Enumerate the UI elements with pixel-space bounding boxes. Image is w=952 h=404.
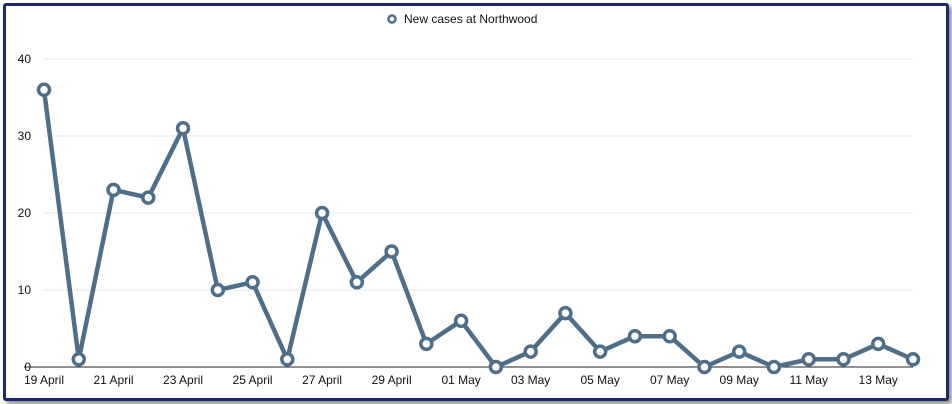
data-point (453, 313, 469, 329)
y-tick-label: 10 (18, 283, 32, 297)
x-tick-label: 05 May (580, 373, 619, 387)
x-tick-label: 09 May (720, 373, 759, 387)
x-tick-label: 13 May (859, 373, 898, 387)
series-line (41, 87, 916, 370)
x-tick-label: 23 April (163, 373, 203, 387)
x-tick-label: 07 May (650, 373, 689, 387)
data-point (766, 359, 782, 375)
legend-label: New cases at Northwood (404, 12, 537, 26)
data-point (36, 82, 52, 98)
x-tick-label: 11 May (789, 373, 827, 387)
y-tick-label: 40 (18, 52, 32, 66)
data-point (870, 336, 886, 352)
legend-marker (387, 14, 397, 24)
data-point (801, 352, 816, 367)
y-tick-label: 20 (18, 206, 32, 220)
series-new-cases (36, 82, 921, 375)
data-point (627, 328, 643, 344)
data-point (662, 328, 677, 344)
x-tick-label: 01 May (441, 373, 480, 387)
data-point (384, 244, 399, 259)
data-point (349, 275, 365, 290)
data-point (141, 190, 156, 205)
x-tick-label: 21 April (94, 373, 134, 387)
x-tick-label: 25 April (233, 373, 273, 387)
legend: New cases at Northwood (387, 12, 537, 26)
data-point (106, 182, 121, 198)
x-tick-label: 03 May (511, 373, 550, 387)
x-axis: 19 April 21 April 23 April 25 April 27 April… (24, 366, 913, 387)
data-point (836, 352, 851, 367)
data-point (558, 305, 573, 321)
y-tick-label: 30 (18, 129, 32, 143)
data-point (905, 352, 921, 367)
data-point (697, 359, 712, 375)
data-point (523, 344, 538, 359)
data-point (419, 336, 434, 352)
data-point (210, 282, 226, 298)
x-tick-label: 19 April (24, 373, 64, 387)
data-point (488, 359, 504, 375)
chart-frame (3, 3, 949, 401)
data-point (592, 344, 608, 359)
data-point (280, 352, 295, 367)
data-point (175, 121, 191, 136)
gridlines (44, 58, 913, 291)
data-point (731, 344, 747, 359)
x-tick-label: 29 April (372, 373, 412, 387)
data-point (314, 205, 330, 221)
data-point (71, 352, 87, 367)
data-point (245, 275, 260, 290)
x-tick-label: 27 April (302, 373, 342, 387)
